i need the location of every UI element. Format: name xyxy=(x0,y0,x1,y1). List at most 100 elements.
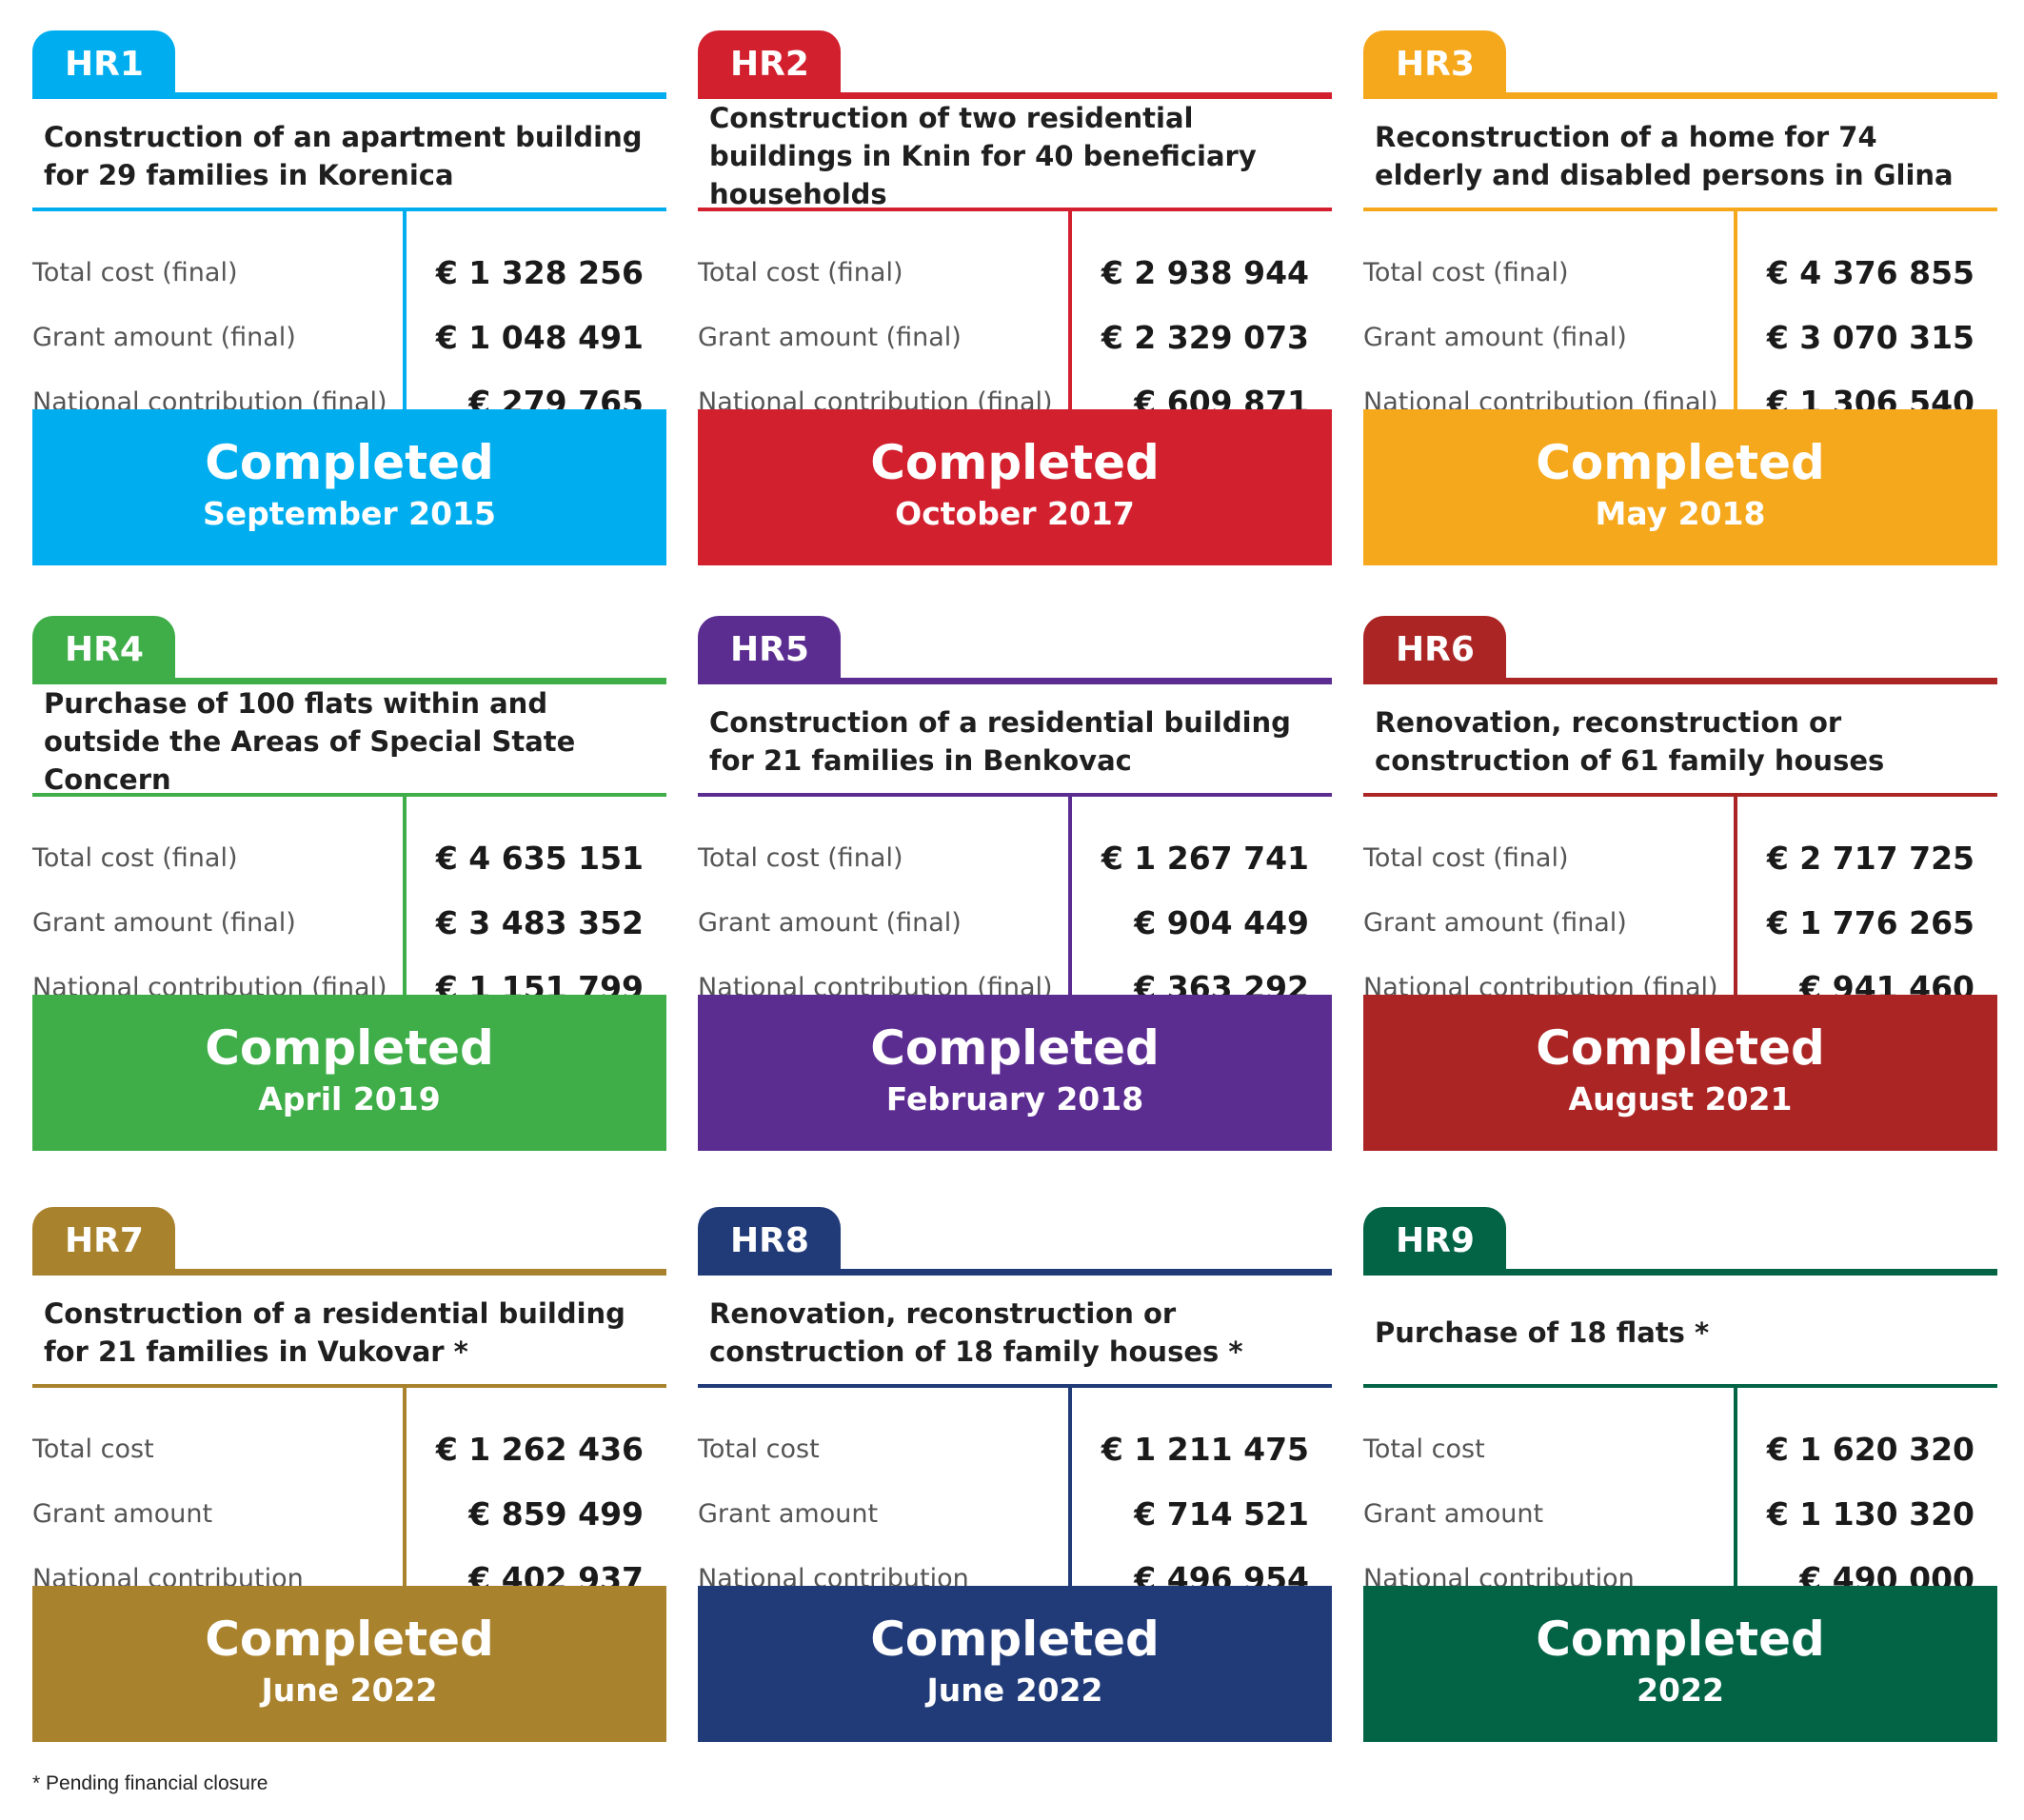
completion-date: February 2018 xyxy=(885,1080,1144,1118)
cost-value: € 2 329 073 xyxy=(1101,319,1309,356)
cost-row: Grant amount (final) € 904 449 xyxy=(698,891,1332,956)
project-title: Construction of two residential building… xyxy=(709,102,1328,210)
project-code-tab: HR6 xyxy=(1363,616,1506,684)
project-title-text: Construction of a residential building f… xyxy=(44,1297,625,1368)
divider-rule xyxy=(698,208,1332,211)
header-rule xyxy=(32,678,666,684)
project-title-text: Construction of two residential building… xyxy=(709,102,1257,210)
cost-row: Grant amount (final) € 3 483 352 xyxy=(32,891,666,956)
header-rule xyxy=(698,92,1332,99)
cost-label: Total cost (final) xyxy=(698,843,903,873)
cost-row: Grant amount € 714 521 xyxy=(698,1482,1332,1547)
cost-row: Total cost € 1 211 475 xyxy=(698,1417,1332,1482)
cost-label: Total cost (final) xyxy=(32,843,238,873)
project-title: Construction of an apartment building fo… xyxy=(44,109,663,204)
project-code-tab: HR4 xyxy=(32,616,175,684)
completion-date: May 2018 xyxy=(1595,495,1766,532)
cost-value: € 1 211 475 xyxy=(1101,1431,1309,1468)
project-code-tab: HR9 xyxy=(1363,1207,1506,1276)
header-rule xyxy=(698,1269,1332,1276)
divider-rule xyxy=(32,208,666,211)
column-divider xyxy=(1068,797,1072,995)
project-card-hr1: HR1 Construction of an apartment building… xyxy=(32,30,666,565)
column-divider xyxy=(403,797,407,995)
cost-label: Grant amount (final) xyxy=(1363,908,1627,938)
column-divider xyxy=(403,1388,407,1586)
project-card-hr2: HR2 Construction of two residential build… xyxy=(698,30,1332,565)
cost-label: Grant amount (final) xyxy=(32,908,296,938)
project-title-text: Construction of a residential building f… xyxy=(709,706,1291,777)
cost-label: Total cost xyxy=(1363,1434,1485,1464)
status-label: Completed xyxy=(1536,1612,1825,1667)
project-title-text: Purchase of 18 flats * xyxy=(1375,1316,1710,1349)
cost-value: € 1 130 320 xyxy=(1766,1495,1974,1533)
status-label: Completed xyxy=(870,435,1160,490)
cost-value: € 859 499 xyxy=(468,1495,644,1533)
project-code-tab: HR7 xyxy=(32,1207,175,1276)
project-title: Purchase of 18 flats * xyxy=(1375,1285,1994,1380)
cost-row: Total cost € 1 262 436 xyxy=(32,1417,666,1482)
project-card-hr7: HR7 Construction of a residential buildin… xyxy=(32,1207,666,1742)
completion-date: April 2019 xyxy=(258,1080,441,1118)
cost-row: Grant amount (final) € 3 070 315 xyxy=(1363,306,1997,370)
cost-value: € 4 376 855 xyxy=(1766,254,1974,291)
project-title: Renovation, reconstruction or constructi… xyxy=(709,1285,1328,1380)
project-code-tab: HR1 xyxy=(32,30,175,99)
cost-value: € 1 328 256 xyxy=(435,254,644,291)
cost-value: € 2 717 725 xyxy=(1766,840,1974,877)
cost-value: € 3 483 352 xyxy=(435,904,644,941)
cost-label: Grant amount xyxy=(698,1499,879,1529)
status-label: Completed xyxy=(205,1612,494,1667)
cost-value: € 1 267 741 xyxy=(1101,840,1309,877)
column-divider xyxy=(403,211,407,409)
status-label: Completed xyxy=(1536,1020,1825,1076)
project-card-hr3: HR3 Reconstruction of a home for 74 elder… xyxy=(1363,30,1997,565)
status-label: Completed xyxy=(205,1020,494,1076)
status-banner: Completed August 2021 xyxy=(1363,995,1997,1151)
project-code-tab: HR8 xyxy=(698,1207,841,1276)
project-title: Reconstruction of a home for 74 elderly … xyxy=(1375,109,1994,204)
cost-row: Grant amount (final) € 1 048 491 xyxy=(32,306,666,370)
cost-label: Total cost (final) xyxy=(32,258,238,287)
header-rule xyxy=(1363,678,1997,684)
divider-rule xyxy=(698,1384,1332,1388)
cost-value: € 904 449 xyxy=(1134,904,1309,941)
project-code-tab: HR5 xyxy=(698,616,841,684)
project-title-text: Reconstruction of a home for 74 elderly … xyxy=(1375,121,1954,191)
project-card-hr4: HR4 Purchase of 100 flats within and outs… xyxy=(32,616,666,1151)
cost-row: Grant amount € 1 130 320 xyxy=(1363,1482,1997,1547)
status-label: Completed xyxy=(870,1020,1160,1076)
project-title: Renovation, reconstruction or constructi… xyxy=(1375,694,1994,789)
cost-label: Grant amount xyxy=(32,1499,213,1529)
divider-rule xyxy=(1363,1384,1997,1388)
completion-date: September 2015 xyxy=(203,495,496,532)
cost-value: € 1 620 320 xyxy=(1766,1431,1974,1468)
cost-label: Grant amount xyxy=(1363,1499,1544,1529)
cost-row: Grant amount (final) € 2 329 073 xyxy=(698,306,1332,370)
status-label: Completed xyxy=(1536,435,1825,490)
divider-rule xyxy=(1363,793,1997,797)
column-divider xyxy=(1734,797,1737,995)
column-divider xyxy=(1068,1388,1072,1586)
project-title-text: Construction of an apartment building fo… xyxy=(44,121,643,191)
cost-label: Grant amount (final) xyxy=(698,908,962,938)
project-title-text: Renovation, reconstruction or constructi… xyxy=(709,1297,1243,1368)
cost-value: € 4 635 151 xyxy=(435,840,644,877)
divider-rule xyxy=(698,793,1332,797)
cost-label: Total cost (final) xyxy=(1363,258,1569,287)
completion-date: June 2022 xyxy=(261,1672,438,1709)
cost-label: Total cost (final) xyxy=(1363,843,1569,873)
cost-row: Total cost (final) € 4 635 151 xyxy=(32,826,666,891)
status-banner: Completed May 2018 xyxy=(1363,409,1997,565)
completion-date: June 2022 xyxy=(926,1672,1103,1709)
completion-date: August 2021 xyxy=(1568,1080,1793,1118)
cost-row: Total cost (final) € 4 376 855 xyxy=(1363,241,1997,306)
cost-row: Total cost (final) € 1 328 256 xyxy=(32,241,666,306)
column-divider xyxy=(1734,1388,1737,1586)
column-divider xyxy=(1734,211,1737,409)
column-divider xyxy=(1068,211,1072,409)
cost-value: € 1 048 491 xyxy=(435,319,644,356)
status-banner: Completed April 2019 xyxy=(32,995,666,1151)
cost-label: Total cost xyxy=(698,1434,820,1464)
cost-value: € 2 938 944 xyxy=(1101,254,1309,291)
